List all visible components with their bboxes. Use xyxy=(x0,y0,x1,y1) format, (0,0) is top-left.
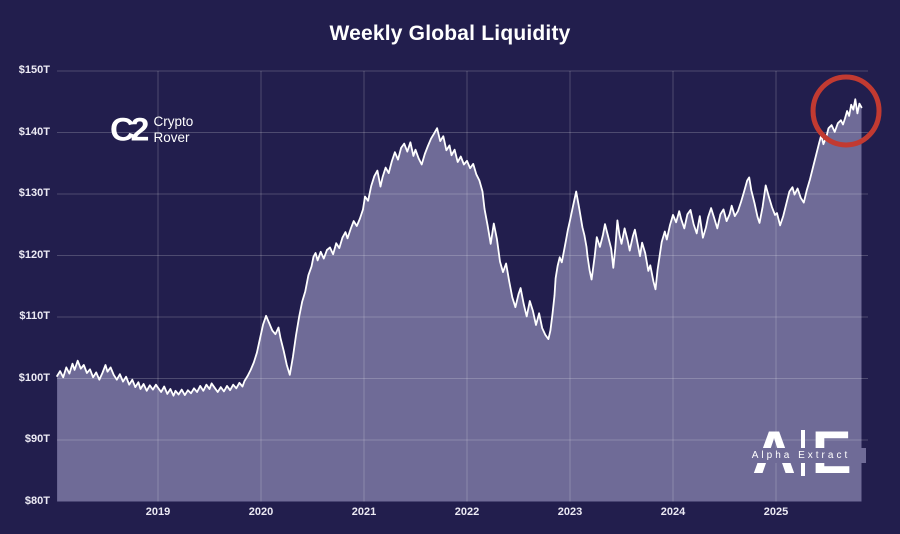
y-tick-label-110: $110T xyxy=(19,310,50,322)
y-tick-label-120: $120T xyxy=(18,248,50,261)
x-tick-label-2022: 2022 xyxy=(454,506,480,518)
liquidity-line xyxy=(56,98,863,397)
highlight-circle-annotation xyxy=(810,74,882,148)
y-tick-label-100: $100T xyxy=(18,371,50,384)
crypto-rover-logo-icon: C2 xyxy=(110,111,150,149)
x-tick-label-2023: 2023 xyxy=(557,506,583,518)
crypto-rover-logo-text: Crypto Rover xyxy=(153,114,193,145)
y-tick-label-140: $140T xyxy=(18,125,50,138)
crypto-rover-line1: Crypto xyxy=(153,114,194,130)
x-tick-label-2025: 2025 xyxy=(763,506,789,518)
x-tick-label-2021: 2021 xyxy=(351,506,377,518)
x-tick-label-2019: 2019 xyxy=(145,506,171,518)
y-tick-label-130: $130T xyxy=(18,187,50,199)
alpha-extract-watermark: A E Alpha Extract xyxy=(736,418,866,488)
crypto-rover-line2: Rover xyxy=(153,130,190,145)
crypto-rover-watermark: C2 Crypto Rover xyxy=(110,113,193,147)
x-tick-label-2024: 2024 xyxy=(660,506,686,518)
y-tick-label-80: $80T xyxy=(24,494,50,507)
x-tick-label-2020: 2020 xyxy=(248,506,274,518)
alpha-extract-logo-text: Alpha Extract xyxy=(736,448,866,463)
chart-title: Weekly Global Liquidity xyxy=(329,22,571,45)
y-tick-label-90: $90T xyxy=(24,433,50,445)
liquidity-area-fill xyxy=(57,99,862,502)
y-tick-label-150: $150T xyxy=(18,64,50,76)
